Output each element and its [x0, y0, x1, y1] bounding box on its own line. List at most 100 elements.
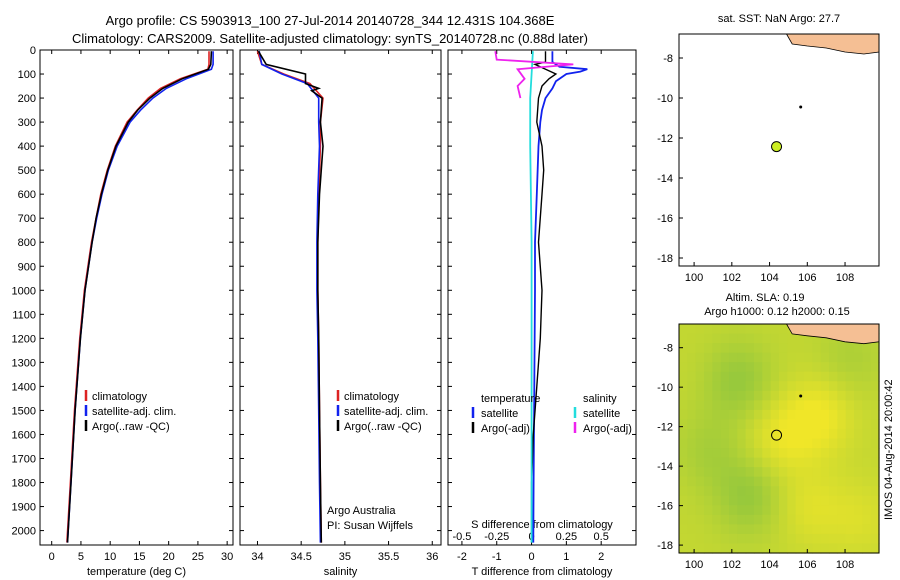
sla-field-cell [720, 448, 730, 459]
depth-tick-label: 1300 [12, 357, 36, 369]
sla-field-cell [862, 428, 872, 440]
sla-field-cell [770, 448, 780, 459]
sla-field-cell [779, 390, 788, 401]
sla-field-cell [745, 343, 755, 354]
sla-field-cell [687, 343, 697, 354]
temperature-xlabel: temperature (deg C) [87, 566, 186, 578]
sla-field-cell [745, 438, 755, 449]
sla-field-cell [695, 486, 705, 497]
sla-field-cell [820, 486, 830, 497]
map_sla-ytick-label: -16 [657, 501, 673, 513]
sla-field-cell [787, 543, 797, 554]
sla-field-cell [870, 495, 880, 506]
sla-field-cell [779, 476, 788, 487]
sla-field-cell [695, 467, 705, 478]
sla-field-cell [845, 505, 855, 516]
sla-field-cell [704, 438, 713, 449]
argo-float-position [771, 141, 783, 153]
sla-field-cell [787, 524, 797, 535]
sla-field-cell [712, 428, 722, 440]
sla-field-cell [787, 495, 797, 506]
sla-field-cell [754, 419, 763, 430]
sla-field-cell [729, 505, 738, 516]
sla-field-cell [704, 476, 713, 487]
sla-field-cell [729, 409, 738, 421]
map_sla-xtick-label: 100 [685, 559, 703, 571]
map_sst-ytick-label: -12 [657, 133, 673, 145]
sla-field-cell [795, 428, 805, 440]
sla-field-cell [770, 409, 780, 421]
temperature-xtick-label: 0 [49, 551, 55, 563]
map_sst-ytick-label: -18 [657, 253, 673, 265]
sla-field-cell [779, 467, 788, 478]
sla-field-cell [729, 533, 738, 545]
sla-field-cell [854, 495, 863, 506]
sla-field-cell [745, 486, 755, 497]
sla-field-cell [704, 371, 713, 382]
differences-xtick-label: 2 [598, 551, 604, 563]
sla-field-cell [720, 495, 730, 506]
sla-field-cell [687, 333, 697, 344]
sla-field-cell [862, 371, 872, 382]
sla-field-cell [762, 505, 772, 516]
map_sst-ytick-label: -10 [657, 93, 673, 105]
sla-field-cell [870, 409, 880, 421]
sla-field-cell [829, 476, 838, 487]
sla-field-cell [720, 476, 730, 487]
sla-field-cell [745, 333, 755, 344]
sla-field-cell [804, 381, 813, 392]
sla-field-cell [695, 524, 705, 535]
sla-field-cell [845, 524, 855, 535]
salinity-diff-tick-label: -0.25 [484, 531, 509, 543]
sla-field-cell [695, 400, 705, 411]
sla-field-cell [695, 505, 705, 516]
sla-field-cell [804, 409, 813, 421]
sla-field-cell [762, 543, 772, 554]
depth-tick-label: 0 [30, 45, 36, 57]
sla-field-cell [845, 400, 855, 411]
sla-field-cell [779, 381, 788, 392]
sla-field-cell [820, 428, 830, 440]
sla-field-cell [704, 457, 713, 468]
sla-field-cell [870, 457, 880, 468]
sla-field-cell [787, 343, 797, 354]
sla-field-cell [720, 428, 730, 440]
sla-field-cell [804, 543, 813, 554]
sla-field-cell [745, 400, 755, 411]
sla-field-cell [812, 428, 822, 440]
sla-field-cell [837, 486, 847, 497]
sla-field-cell [745, 371, 755, 382]
sla-map-title-line2: Argo h1000: 0.12 h2000: 0.15 [704, 306, 850, 318]
sla-field-cell [754, 457, 763, 468]
sla-field-cell [804, 505, 813, 516]
sla-field-cell [737, 343, 747, 354]
sla-field-cell [804, 419, 813, 430]
sla-field-cell [712, 371, 722, 382]
sla-field-cell [770, 400, 780, 411]
sla-field-cell [729, 390, 738, 401]
sla-field-cell [779, 505, 788, 516]
sla-field-cell [729, 343, 738, 354]
sla-field-cell [704, 409, 713, 421]
sla-field-cell [679, 524, 688, 535]
sla-field-cell [737, 362, 747, 373]
salinity-xtick-label: 35 [339, 551, 351, 563]
sla-field-cell [745, 409, 755, 421]
sla-field-cell [795, 400, 805, 411]
sla-field-cell [729, 476, 738, 487]
sla-field-cell [745, 543, 755, 554]
sla-field-cell [845, 371, 855, 382]
sla-field-cell [829, 533, 838, 545]
sla-field-cell [712, 495, 722, 506]
sla-field-cell [762, 448, 772, 459]
sla-field-cell [687, 352, 697, 363]
sla-field-cell [704, 486, 713, 497]
sla-field-cell [704, 505, 713, 516]
sla-field-cell [854, 390, 863, 401]
sla-field-cell [820, 438, 830, 449]
sla-field-cell [779, 514, 788, 525]
temperature-xtick-label: 5 [78, 551, 84, 563]
sla-field-cell [704, 352, 713, 363]
sla-field-cell [729, 400, 738, 411]
sla-field-cell [854, 362, 863, 373]
